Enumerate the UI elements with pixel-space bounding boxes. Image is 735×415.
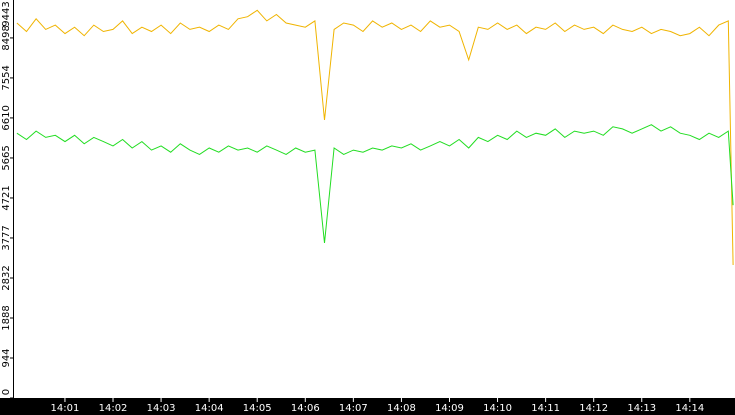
y-tick-label: 7554: [1, 65, 12, 90]
x-tick-label: 14:14: [675, 403, 704, 414]
y-tick-label: 3777: [1, 225, 12, 250]
y-tick-label: 944: [1, 348, 12, 367]
x-tick-label: 14:09: [435, 403, 464, 414]
x-tick-label: 14:11: [531, 403, 560, 414]
x-tick-label: 14:12: [579, 403, 608, 414]
x-tick-label: 14:02: [99, 403, 128, 414]
x-tick-label: 14:04: [195, 403, 224, 414]
y-tick-label: 2832: [1, 265, 12, 290]
x-tick-label: 14:10: [483, 403, 512, 414]
y-tick-label: 4721: [1, 185, 12, 210]
x-tick-label: 14:13: [627, 403, 656, 414]
data-line: [16, 9, 734, 266]
x-tick-label: 14:06: [291, 403, 320, 414]
x-tick-label: 14:03: [147, 403, 176, 414]
y-tick-label: 8498: [1, 25, 12, 50]
y-tick-label: 1888: [1, 305, 12, 330]
x-tick-label: 14:07: [339, 403, 368, 414]
x-tick-label: 14:01: [51, 403, 80, 414]
y-tick-label: 9443: [1, 1, 12, 26]
y-tick-label: 0: [1, 389, 12, 395]
y-tick-label: 5665: [1, 145, 12, 170]
y-tick-label: 6610: [1, 105, 12, 130]
x-tick-label: 14:08: [387, 403, 416, 414]
x-tick-label: 14:05: [243, 403, 272, 414]
data-line: [16, 124, 734, 243]
x-axis-bar: [0, 398, 735, 415]
